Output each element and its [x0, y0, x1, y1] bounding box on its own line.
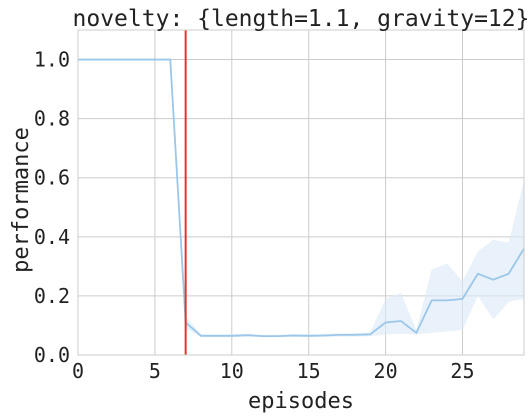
x-tick-label: 0 — [72, 359, 84, 383]
x-tick-label: 5 — [149, 359, 161, 383]
y-tick-label: 0.0 — [34, 343, 70, 367]
x-tick-label: 20 — [374, 359, 398, 383]
x-axis-label: episodes — [248, 389, 354, 414]
y-axis-label: performance — [9, 127, 34, 273]
y-tick-label: 0.2 — [34, 284, 70, 308]
y-tick-label: 1.0 — [34, 48, 70, 72]
y-tick-labels: 0.0 0.2 0.4 0.6 0.8 1.0 — [34, 48, 70, 367]
x-tick-label: 25 — [450, 359, 474, 383]
y-tick-label: 0.6 — [34, 166, 70, 190]
x-tick-label: 15 — [297, 359, 321, 383]
x-tick-label: 10 — [220, 359, 244, 383]
x-tick-labels: 0 5 10 15 20 25 — [72, 359, 475, 383]
y-tick-label: 0.8 — [34, 107, 70, 131]
y-tick-label: 0.4 — [34, 225, 70, 249]
chart-title: novelty: {length=1.1, gravity=12} — [73, 6, 530, 32]
